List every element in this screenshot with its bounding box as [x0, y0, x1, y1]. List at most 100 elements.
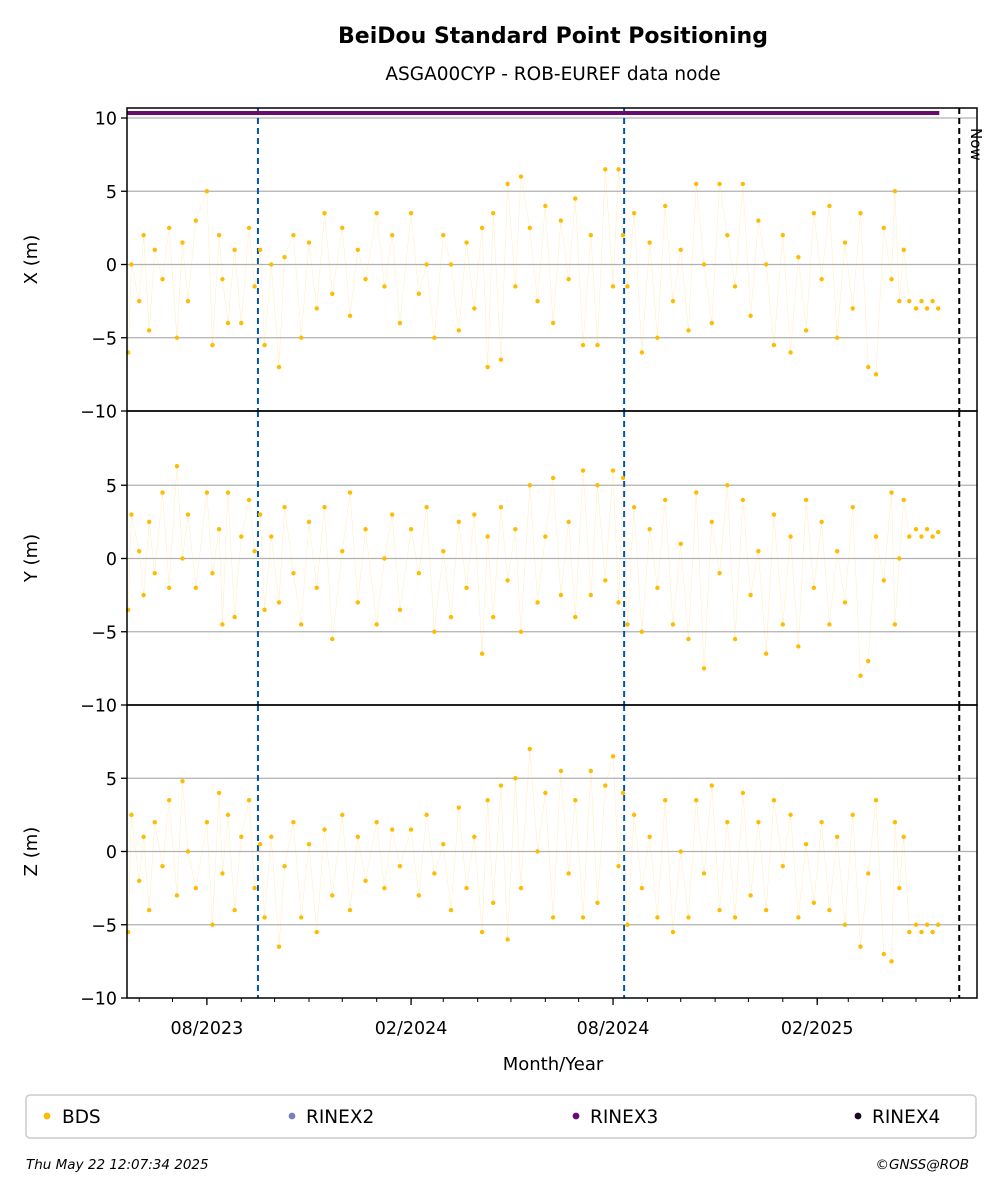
data-point [558, 218, 564, 223]
data-point [535, 600, 540, 605]
y-tick-label: −5 [91, 623, 117, 643]
data-point [678, 247, 683, 253]
data-point [732, 284, 738, 289]
data-point [850, 505, 855, 510]
data-point [748, 592, 753, 598]
data-point [558, 768, 564, 774]
data-point [603, 783, 608, 788]
data-point [725, 233, 730, 238]
data-point [225, 320, 231, 326]
data-point [725, 483, 730, 488]
data-point [408, 827, 414, 832]
data-point [225, 812, 231, 818]
data-point [924, 922, 930, 927]
data-point [827, 203, 832, 209]
data-point [174, 335, 180, 340]
legend-label-rinex4: RINEX4 [872, 1107, 940, 1128]
data-point [639, 885, 645, 891]
data-point [152, 247, 157, 253]
data-point [748, 313, 753, 318]
chart-title: BeiDou Standard Point Positioning [338, 24, 768, 49]
data-point [390, 827, 395, 832]
data-point [210, 342, 215, 348]
data-point [930, 929, 935, 935]
legend-label-bds: BDS [62, 1107, 101, 1128]
data-point [472, 306, 477, 311]
data-point [448, 907, 454, 913]
data-point [901, 834, 906, 840]
data-point [424, 505, 429, 510]
data-point [416, 570, 422, 576]
data-point [907, 929, 912, 935]
data-point [616, 167, 621, 172]
data-point [347, 313, 353, 318]
data-point [892, 622, 898, 627]
x-tick-label: 08/2024 [577, 1019, 650, 1039]
data-point [811, 211, 817, 216]
y-tick-label: 10 [95, 110, 117, 130]
data-point [603, 167, 608, 172]
data-point [796, 254, 801, 260]
data-point [625, 922, 630, 927]
data-point [709, 320, 714, 326]
data-point [873, 534, 879, 539]
data-point [479, 225, 485, 231]
data-point [892, 189, 898, 194]
data-point [518, 885, 524, 891]
data-point [756, 218, 761, 223]
data-point [363, 878, 368, 883]
data-point [141, 233, 146, 238]
data-point [180, 778, 185, 784]
data-point [408, 527, 414, 532]
data-point [239, 320, 244, 326]
data-point [771, 798, 777, 803]
data-point [756, 548, 761, 554]
data-point [566, 871, 571, 876]
data-point [740, 497, 746, 503]
series-line-bds [127, 169, 939, 375]
data-point [204, 189, 210, 194]
data-point [827, 622, 832, 627]
data-point [756, 820, 761, 825]
data-point [448, 262, 454, 267]
data-point [180, 556, 185, 561]
data-point [566, 519, 571, 525]
data-point [472, 512, 477, 517]
data-point [616, 863, 621, 869]
data-point [858, 673, 863, 678]
data-point [185, 298, 191, 304]
data-point [662, 203, 668, 209]
data-point [881, 225, 886, 231]
data-point [580, 342, 586, 348]
data-point [924, 306, 930, 311]
data-point [490, 614, 496, 620]
data-point [935, 529, 941, 535]
data-point [588, 233, 594, 238]
data-point [330, 291, 335, 296]
data-point [340, 812, 345, 818]
data-point [314, 306, 319, 311]
data-point [631, 505, 637, 510]
data-point [625, 284, 630, 289]
data-point [850, 306, 855, 311]
data-point [374, 820, 379, 825]
data-point [306, 519, 312, 525]
data-point [513, 527, 518, 532]
data-point [180, 240, 185, 245]
data-point [930, 298, 935, 304]
panel-frame [126, 704, 978, 999]
series-line-bds [127, 748, 939, 962]
data-point [137, 548, 142, 554]
data-point [907, 298, 912, 304]
data-point [686, 328, 691, 333]
data-point [881, 578, 886, 583]
data-point [819, 519, 824, 525]
data-point [788, 812, 793, 818]
data-point [842, 240, 848, 245]
legend: BDS RINEX2 RINEX3 RINEX4 [25, 1094, 977, 1139]
data-point [185, 512, 191, 517]
y-axis-label-y-m: Y (m) [21, 534, 42, 583]
data-point [432, 871, 437, 876]
data-point [464, 885, 469, 891]
data-point [424, 812, 429, 818]
